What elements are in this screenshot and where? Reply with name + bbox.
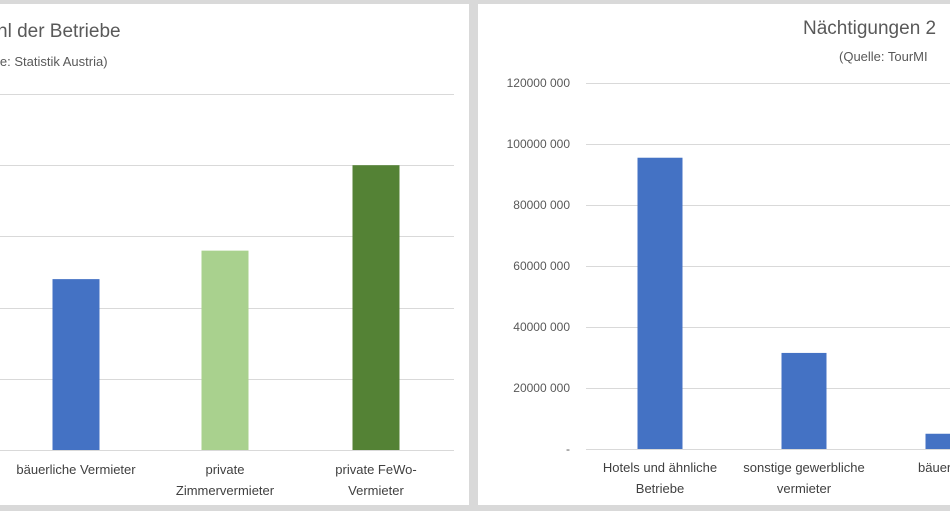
bar <box>781 352 827 449</box>
category-label: sonstige gewerbliche vermieter <box>743 460 864 496</box>
chart-panel-right: Nächtigungen 2 (Quelle: TourMI - 20000 00… <box>478 4 950 505</box>
betriebe-chart: hl der Betriebe le: Statistik Austria) b… <box>0 21 454 498</box>
y-tick-label: 20000 000 <box>513 381 570 395</box>
category-label: bäuerliche <box>918 460 950 475</box>
category-label: Hotels und ähnliche Betriebe <box>603 460 717 496</box>
chart-subtitle: le: Statistik Austria) <box>0 54 108 69</box>
chart-subtitle: (Quelle: TourMI <box>839 49 928 64</box>
y-tick-label: 80000 000 <box>513 198 570 212</box>
category-label: private Zimmervermieter <box>176 462 275 498</box>
y-tick-label: - <box>566 442 570 456</box>
category-label: private FeWo-Vermieter <box>335 462 416 498</box>
y-tick-label: 40000 000 <box>513 320 570 334</box>
chart-title: Nächtigungen 2 <box>803 18 936 39</box>
bar <box>925 433 950 449</box>
chart-panel-left: hl der Betriebe le: Statistik Austria) b… <box>0 4 469 505</box>
y-tick-label: 100000 000 <box>507 137 571 151</box>
bar <box>352 165 400 450</box>
naechtigungen-chart: Nächtigungen 2 (Quelle: TourMI - 20000 00… <box>507 18 950 496</box>
y-tick-label: 120000 000 <box>507 76 571 90</box>
bar <box>201 250 249 450</box>
bar <box>637 157 683 449</box>
y-tick-label: 60000 000 <box>513 259 570 273</box>
category-label: bäuerliche Vermieter <box>16 462 136 477</box>
chart-title: hl der Betriebe <box>0 21 121 42</box>
bar <box>52 279 100 450</box>
